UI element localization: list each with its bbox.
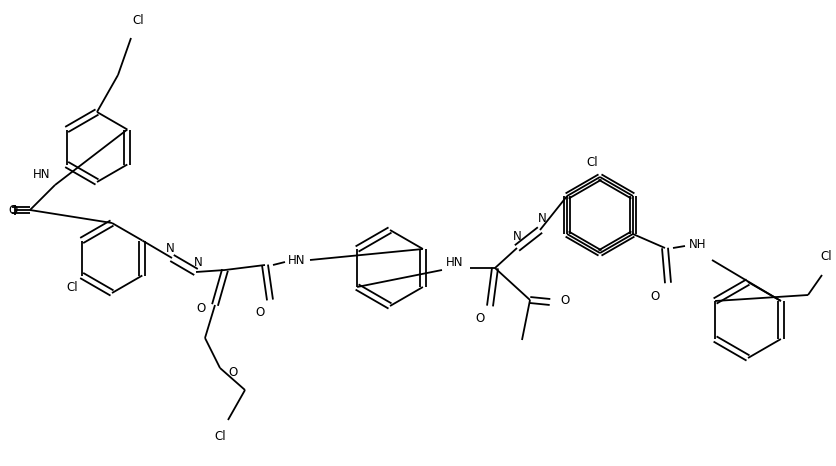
Text: N: N bbox=[512, 229, 521, 242]
Text: HN: HN bbox=[446, 255, 463, 268]
Text: Cl: Cl bbox=[132, 14, 144, 27]
Text: Cl: Cl bbox=[66, 281, 78, 294]
Text: O: O bbox=[228, 366, 237, 379]
Text: O: O bbox=[560, 294, 569, 307]
Text: HN: HN bbox=[33, 169, 51, 181]
Text: N: N bbox=[537, 212, 546, 225]
Text: O: O bbox=[8, 204, 18, 217]
Text: Cl: Cl bbox=[585, 156, 597, 169]
Text: Cl: Cl bbox=[819, 251, 831, 263]
Text: O: O bbox=[255, 307, 264, 320]
Text: HN: HN bbox=[288, 254, 305, 267]
Text: O: O bbox=[475, 311, 484, 324]
Text: O: O bbox=[650, 289, 659, 302]
Text: O: O bbox=[196, 302, 206, 315]
Text: NH: NH bbox=[688, 238, 706, 251]
Text: N: N bbox=[193, 255, 202, 268]
Text: N: N bbox=[166, 241, 174, 254]
Text: Cl: Cl bbox=[214, 431, 226, 444]
